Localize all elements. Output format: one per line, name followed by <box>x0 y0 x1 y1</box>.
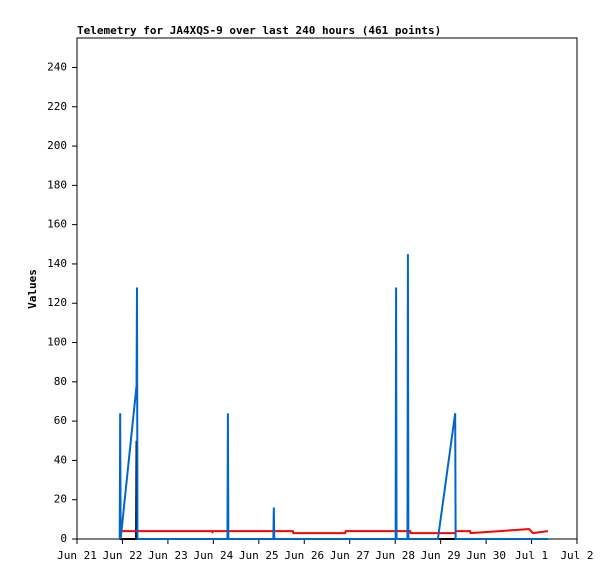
y-tick-label: 20 <box>54 493 67 506</box>
y-tick-label: 180 <box>47 178 67 191</box>
y-tick-label: 220 <box>47 100 67 113</box>
x-tick-label: Jun 25 <box>239 549 279 562</box>
x-tick-label: Jun 26 <box>284 549 324 562</box>
y-tick-label: 60 <box>54 414 67 427</box>
y-tick-label: 80 <box>54 375 67 388</box>
x-tick-label: Jun 22 <box>103 549 143 562</box>
y-tick-label: 40 <box>54 453 67 466</box>
y-tick-label: 240 <box>47 60 67 73</box>
x-tick-label: Jun 21 <box>57 549 97 562</box>
y-tick-label: 100 <box>47 336 67 349</box>
x-tick-label: Jun 29 <box>421 549 461 562</box>
series-line <box>119 440 548 540</box>
series-line <box>120 528 549 535</box>
x-tick-label: Jul 1 <box>515 549 548 562</box>
y-tick-label: 160 <box>47 218 67 231</box>
y-tick-label: 200 <box>47 139 67 152</box>
x-tick-label: Jun 23 <box>148 549 188 562</box>
x-tick-label: Jun 28 <box>375 549 415 562</box>
x-tick-label: Jun 24 <box>193 549 233 562</box>
x-tick-label: Jun 30 <box>466 549 506 562</box>
plot-frame <box>76 37 578 540</box>
y-tick-label: 120 <box>47 296 67 309</box>
y-axis-label: Values <box>26 269 39 309</box>
y-tick-label: 140 <box>47 257 67 270</box>
series-line <box>118 254 548 540</box>
y-tick-label: 0 <box>60 532 67 545</box>
x-tick-label: Jun 27 <box>330 549 370 562</box>
chart-title: Telemetry for JA4XQS-9 over last 240 hou… <box>77 24 441 37</box>
x-tick-label: Jul 2 <box>560 549 593 562</box>
